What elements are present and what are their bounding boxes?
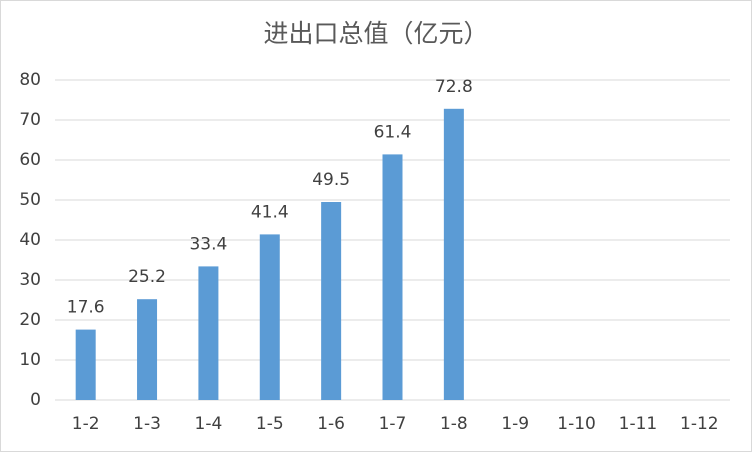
x-tick-label: 1-6 <box>317 414 345 434</box>
x-tick-label: 1-11 <box>619 414 658 434</box>
x-tick-label: 1-4 <box>195 414 223 434</box>
y-tick-label: 70 <box>19 110 41 130</box>
y-tick-label: 30 <box>19 270 41 290</box>
data-label: 25.2 <box>128 267 166 287</box>
x-tick-label: 1-2 <box>72 414 100 434</box>
bar <box>75 329 96 400</box>
y-tick-label: 0 <box>30 390 41 410</box>
x-tick-label: 1-5 <box>256 414 284 434</box>
x-tick-label: 1-3 <box>133 414 161 434</box>
x-tick-label: 1-8 <box>440 414 468 434</box>
bar <box>443 108 464 401</box>
bar <box>321 202 342 400</box>
data-label: 33.4 <box>189 234 227 254</box>
y-tick-label: 50 <box>19 190 41 210</box>
bar <box>259 234 280 400</box>
y-tick-label: 20 <box>19 310 41 330</box>
x-tick-label: 1-10 <box>557 414 596 434</box>
y-tick-label: 40 <box>19 230 41 250</box>
x-tick-label: 1-9 <box>501 414 529 434</box>
data-label: 49.5 <box>312 170 350 190</box>
y-tick-label: 80 <box>19 70 41 90</box>
bar <box>198 266 219 400</box>
bar <box>137 299 158 400</box>
data-label: 61.4 <box>374 122 412 142</box>
data-label: 72.8 <box>435 77 473 97</box>
x-tick-label: 1-7 <box>379 414 407 434</box>
x-tick-label: 1-12 <box>680 414 719 434</box>
data-label: 17.6 <box>67 298 105 318</box>
data-label: 41.4 <box>251 202 289 222</box>
chart-title: 进出口总值（亿元） <box>263 19 488 48</box>
y-tick-label: 60 <box>19 150 41 170</box>
bar <box>382 154 403 400</box>
y-tick-label: 10 <box>19 350 41 370</box>
